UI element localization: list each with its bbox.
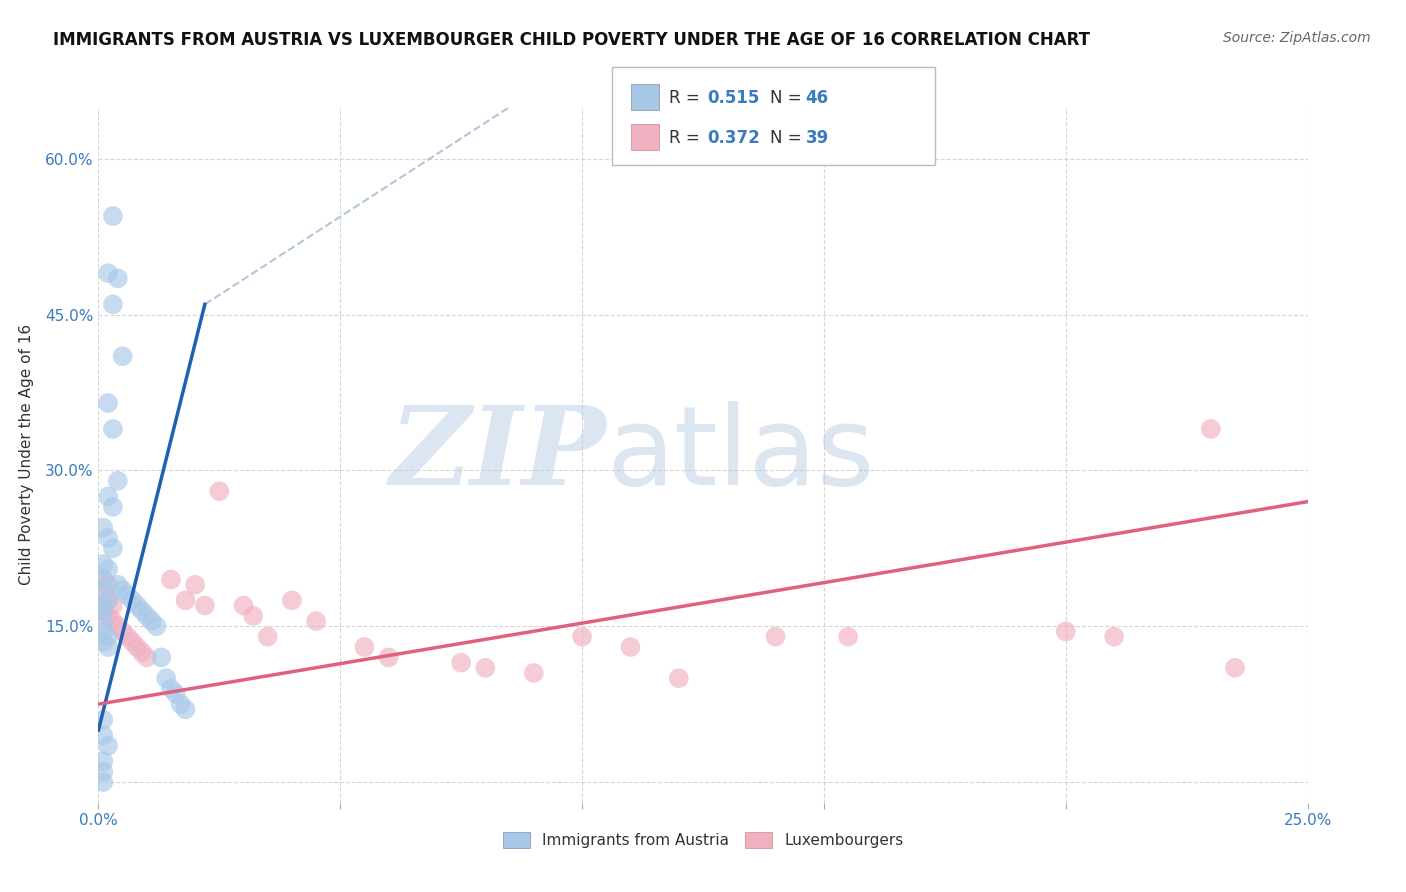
Point: [619, 640, 641, 654]
Point: [194, 599, 217, 613]
Point: [101, 541, 124, 556]
Text: 0.372: 0.372: [707, 129, 761, 147]
Point: [208, 484, 231, 499]
Point: [97, 578, 120, 592]
Text: IMMIGRANTS FROM AUSTRIA VS LUXEMBOURGER CHILD POVERTY UNDER THE AGE OF 16 CORREL: IMMIGRANTS FROM AUSTRIA VS LUXEMBOURGER …: [53, 31, 1091, 49]
Text: ZIP: ZIP: [389, 401, 606, 508]
Point: [117, 588, 139, 602]
Point: [127, 599, 149, 613]
Point: [97, 593, 120, 607]
Point: [91, 713, 114, 727]
Point: [155, 671, 177, 685]
Point: [135, 650, 157, 665]
Point: [242, 608, 264, 623]
Point: [97, 640, 120, 654]
Text: Source: ZipAtlas.com: Source: ZipAtlas.com: [1223, 31, 1371, 45]
Point: [101, 209, 124, 223]
Point: [91, 573, 114, 587]
Point: [450, 656, 472, 670]
Text: 0.515: 0.515: [707, 89, 759, 107]
Point: [127, 640, 149, 654]
Point: [111, 624, 134, 639]
Point: [668, 671, 690, 685]
Point: [281, 593, 304, 607]
Text: R =: R =: [669, 89, 706, 107]
Point: [91, 520, 114, 534]
Point: [91, 728, 114, 742]
Point: [91, 635, 114, 649]
Point: [141, 614, 163, 628]
Point: [107, 271, 129, 285]
Y-axis label: Child Poverty Under the Age of 16: Child Poverty Under the Age of 16: [18, 325, 34, 585]
Point: [169, 697, 191, 711]
Point: [107, 474, 129, 488]
Point: [91, 754, 114, 768]
Point: [91, 582, 114, 597]
Point: [160, 681, 183, 696]
Point: [111, 349, 134, 363]
Text: 39: 39: [806, 129, 830, 147]
Point: [91, 614, 114, 628]
Point: [97, 593, 120, 607]
Point: [1102, 630, 1125, 644]
Point: [305, 614, 328, 628]
Point: [174, 593, 197, 607]
Point: [131, 604, 153, 618]
Point: [101, 422, 124, 436]
Point: [165, 687, 187, 701]
Point: [97, 266, 120, 280]
Point: [184, 578, 207, 592]
Point: [121, 635, 143, 649]
Point: [91, 604, 114, 618]
Point: [117, 630, 139, 644]
Point: [107, 619, 129, 633]
Point: [160, 573, 183, 587]
Text: 46: 46: [806, 89, 828, 107]
Text: N =: N =: [770, 89, 807, 107]
Text: R =: R =: [669, 129, 706, 147]
Point: [121, 593, 143, 607]
Point: [256, 630, 278, 644]
Point: [232, 599, 254, 613]
Point: [353, 640, 375, 654]
Point: [91, 764, 114, 779]
Point: [91, 582, 114, 597]
Point: [174, 702, 197, 716]
Text: N =: N =: [770, 129, 807, 147]
Point: [111, 582, 134, 597]
Point: [131, 645, 153, 659]
Point: [91, 573, 114, 587]
Point: [101, 614, 124, 628]
Point: [91, 557, 114, 571]
Point: [135, 608, 157, 623]
Point: [765, 630, 787, 644]
Point: [91, 604, 114, 618]
Point: [377, 650, 399, 665]
Point: [91, 599, 114, 613]
Point: [1223, 661, 1246, 675]
Text: atlas: atlas: [606, 401, 875, 508]
Point: [97, 739, 120, 753]
Point: [107, 578, 129, 592]
Point: [150, 650, 173, 665]
Point: [101, 599, 124, 613]
Point: [101, 297, 124, 311]
Point: [474, 661, 496, 675]
Point: [97, 490, 120, 504]
Point: [145, 619, 167, 633]
Point: [97, 562, 120, 576]
Point: [97, 630, 120, 644]
Point: [1199, 422, 1222, 436]
Point: [97, 531, 120, 545]
Point: [97, 396, 120, 410]
Point: [1054, 624, 1077, 639]
Legend: Immigrants from Austria, Luxembourgers: Immigrants from Austria, Luxembourgers: [496, 826, 910, 855]
Point: [101, 500, 124, 514]
Point: [837, 630, 859, 644]
Point: [91, 775, 114, 789]
Point: [91, 624, 114, 639]
Point: [523, 665, 546, 680]
Point: [97, 608, 120, 623]
Point: [571, 630, 593, 644]
